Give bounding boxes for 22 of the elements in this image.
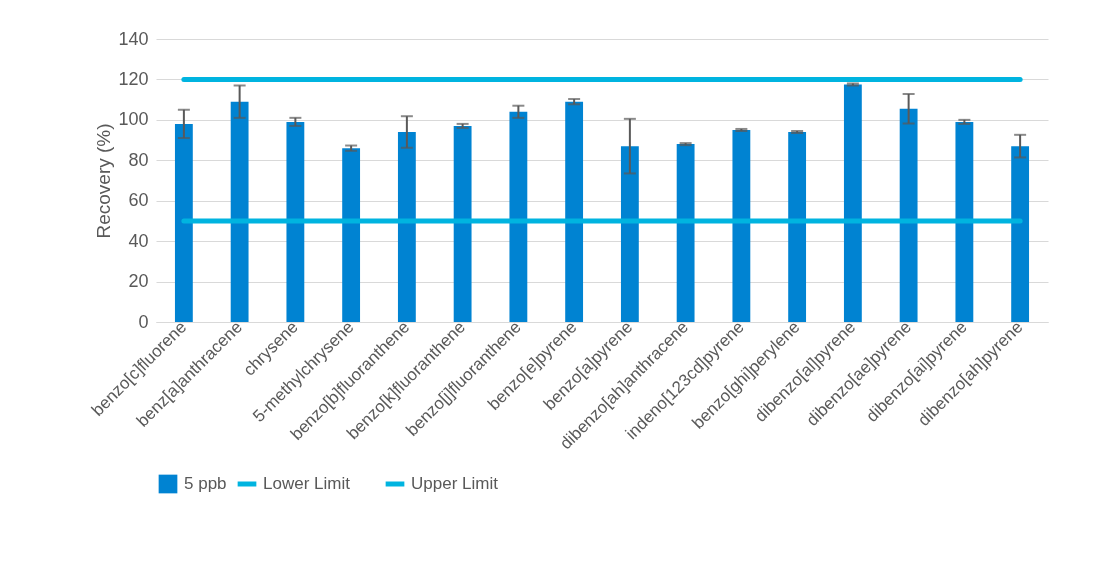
bar: [899, 108, 918, 322]
y-tick-label: 80: [128, 149, 149, 170]
bar: [509, 111, 528, 322]
bar: [843, 84, 862, 322]
y-tick-label: 40: [128, 230, 149, 251]
bar: [174, 123, 193, 322]
y-tick-label: 140: [118, 28, 149, 49]
legend-label: Lower Limit: [263, 474, 351, 493]
bar: [1011, 146, 1030, 322]
y-tick-label: 120: [118, 68, 149, 89]
bar: [230, 101, 249, 322]
bar: [676, 144, 695, 322]
y-axis-title: Recovery (%): [93, 123, 115, 239]
legend-label: Upper Limit: [411, 474, 499, 493]
bar: [620, 146, 639, 322]
y-tick-label: 100: [118, 109, 149, 130]
bar: [732, 129, 751, 322]
bar: [397, 131, 416, 322]
bar: [788, 131, 807, 322]
legend-label: 5 ppb: [184, 474, 227, 493]
y-tick-label: 60: [128, 190, 149, 211]
y-tick-label: 20: [128, 271, 149, 292]
